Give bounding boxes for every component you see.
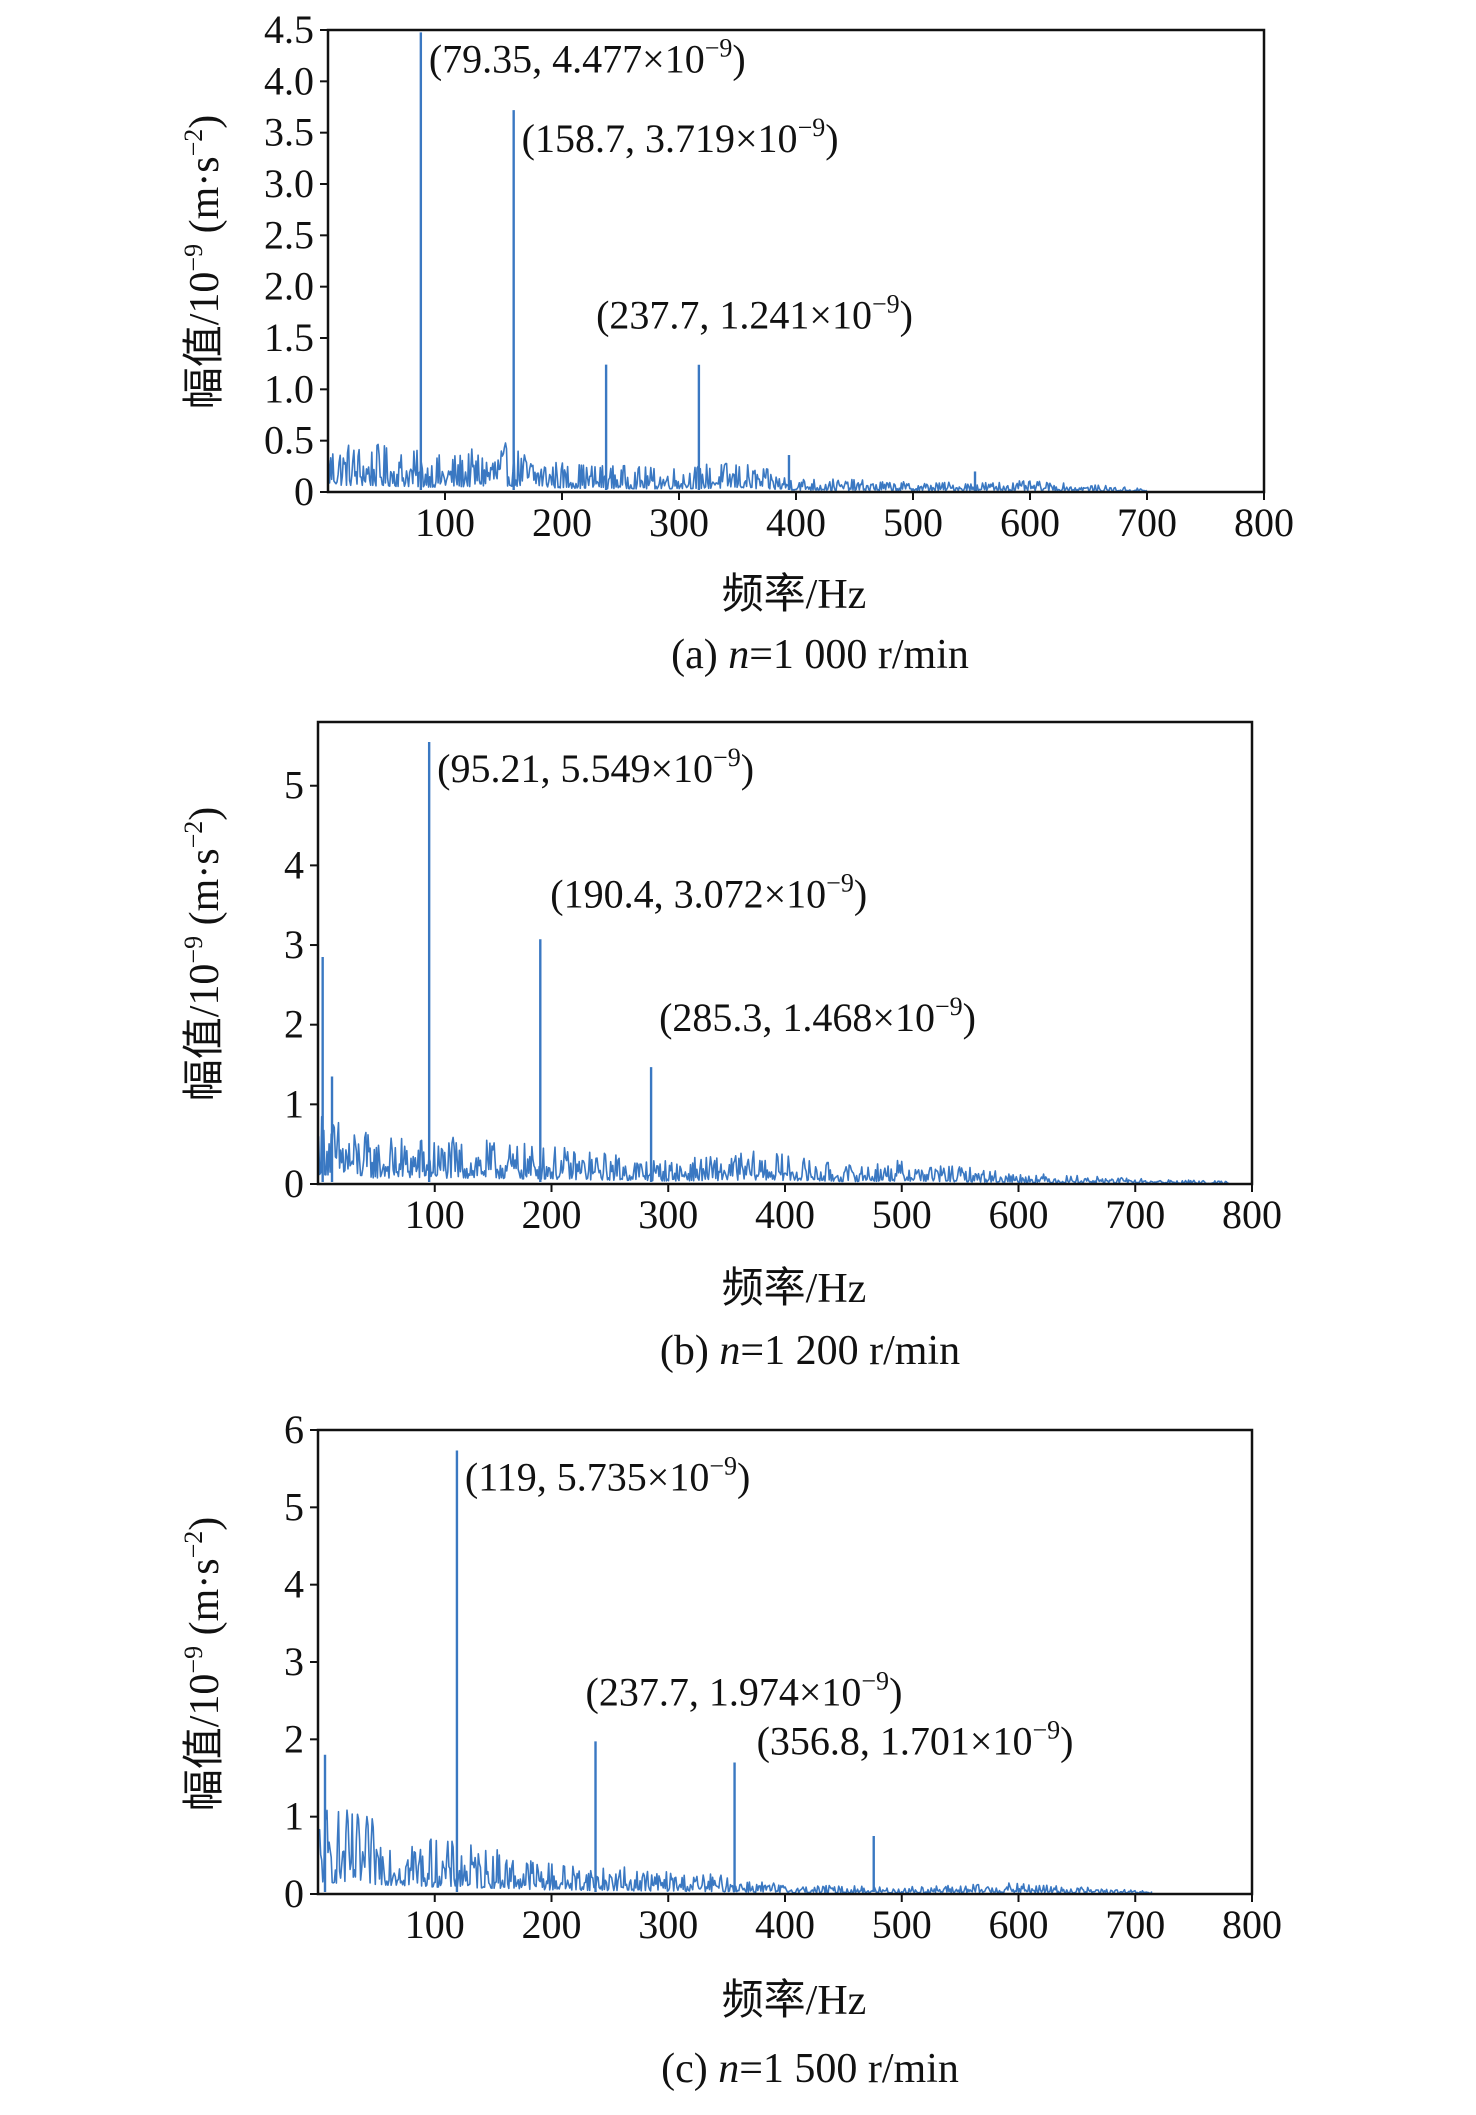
peak-annotation: (158.7, 3.719×10−9) <box>522 113 839 161</box>
panel-b: (95.21, 5.549×10−9) (190.4, 3.072×10−9) (2… <box>179 720 1282 1374</box>
panel-a-plot-area: (79.35, 4.477×10−9) (158.7, 3.719×10−9) (2… <box>264 7 1294 545</box>
y-tick-label: 4 <box>284 1562 304 1607</box>
panel-a-ylabel: 幅值/10−9 (m·s−2) <box>179 115 228 410</box>
peak-annotation: (285.3, 1.468×10−9) <box>659 992 976 1040</box>
y-tick-label: 3.5 <box>264 110 314 155</box>
panel-c-plot-area: (119, 5.735×10−9) (237.7, 1.974×10−9)(356… <box>284 1407 1282 1947</box>
x-tick-label: 300 <box>638 1902 698 1947</box>
panel-c-ylabel: 幅值/10−9 (m·s−2) <box>179 1517 228 1812</box>
y-tick-label: 5 <box>284 1484 304 1529</box>
x-tick-label: 700 <box>1105 1902 1165 1947</box>
x-tick-label: 500 <box>872 1192 932 1237</box>
x-tick-label: 100 <box>405 1192 465 1237</box>
x-tick-label: 600 <box>1000 500 1060 545</box>
x-tick-label: 500 <box>872 1902 932 1947</box>
panel-b-xlabel: 频率/Hz <box>722 1265 867 1312</box>
panel-c-caption: (c) n=1 500 r/min <box>661 2046 959 2092</box>
y-tick-label: 3.0 <box>264 161 314 206</box>
y-tick-label: 4.5 <box>264 7 314 52</box>
y-tick-label: 0 <box>294 469 314 514</box>
y-tick-label: 5 <box>284 763 304 808</box>
y-tick-label: 1 <box>284 1081 304 1126</box>
x-tick-label: 700 <box>1117 500 1177 545</box>
y-tick-label: 3 <box>284 922 304 967</box>
x-tick-label: 200 <box>522 1192 582 1237</box>
panel-a-xlabel: 频率/Hz <box>722 571 867 618</box>
y-tick-label: 4 <box>284 842 304 887</box>
panel-a-caption: (a) n=1 000 r/min <box>671 632 969 678</box>
panel-a: (79.35, 4.477×10−9) (158.7, 3.719×10−9) (2… <box>179 7 1294 678</box>
x-tick-label: 800 <box>1222 1902 1282 1947</box>
x-tick-label: 400 <box>755 1902 815 1947</box>
y-tick-label: 1.5 <box>264 315 314 360</box>
peak-annotation: (237.7, 1.974×10−9) <box>586 1666 903 1714</box>
panel-b-plot-area: (95.21, 5.549×10−9) (190.4, 3.072×10−9) (2… <box>284 720 1282 1237</box>
peak-annotation: (356.8, 1.701×10−9) <box>757 1715 1074 1763</box>
panel-b-ylabel: 幅值/10−9 (m·s−2) <box>179 807 228 1102</box>
spectrum-noise-trace <box>318 1115 1230 1184</box>
x-tick-label: 200 <box>532 500 592 545</box>
y-tick-label: 1.0 <box>264 366 314 411</box>
x-tick-label: 300 <box>649 500 709 545</box>
x-tick-label: 800 <box>1234 500 1294 545</box>
panel-c-xlabel: 频率/Hz <box>722 1977 867 2024</box>
peak-annotation: (190.4, 3.072×10−9) <box>550 868 867 916</box>
x-tick-label: 600 <box>989 1192 1049 1237</box>
y-tick-label: 0 <box>284 1871 304 1916</box>
x-tick-label: 300 <box>638 1192 698 1237</box>
panel-b-caption: (b) n=1 200 r/min <box>660 1328 960 1374</box>
panel-c: (119, 5.735×10−9) (237.7, 1.974×10−9)(356… <box>179 1407 1282 2092</box>
x-tick-label: 100 <box>405 1902 465 1947</box>
peak-annotation: (119, 5.735×10−9) <box>465 1451 750 1499</box>
y-tick-label: 4.0 <box>264 58 314 103</box>
y-tick-label: 2.0 <box>264 264 314 309</box>
y-tick-label: 1 <box>284 1794 304 1839</box>
y-tick-label: 0.5 <box>264 418 314 463</box>
x-tick-label: 100 <box>415 500 475 545</box>
x-tick-label: 400 <box>766 500 826 545</box>
x-tick-label: 600 <box>989 1902 1049 1947</box>
x-tick-label: 500 <box>883 500 943 545</box>
peak-annotation: (95.21, 5.549×10−9) <box>437 743 754 791</box>
y-tick-label: 0 <box>284 1161 304 1206</box>
peak-annotation: (237.7, 1.241×10−9) <box>596 290 913 338</box>
x-tick-label: 700 <box>1105 1192 1165 1237</box>
y-tick-label: 2.5 <box>264 212 314 257</box>
x-tick-label: 400 <box>755 1192 815 1237</box>
spectrum-noise-trace <box>328 442 1148 492</box>
y-tick-label: 3 <box>284 1639 304 1684</box>
plot-frame <box>326 28 1266 494</box>
x-tick-label: 200 <box>522 1902 582 1947</box>
y-tick-label: 6 <box>284 1407 304 1452</box>
plot-frame <box>316 720 1254 1186</box>
y-tick-label: 2 <box>284 1002 304 1047</box>
x-tick-label: 800 <box>1222 1192 1282 1237</box>
peak-annotation: (79.35, 4.477×10−9) <box>429 33 746 81</box>
y-tick-label: 2 <box>284 1716 304 1761</box>
